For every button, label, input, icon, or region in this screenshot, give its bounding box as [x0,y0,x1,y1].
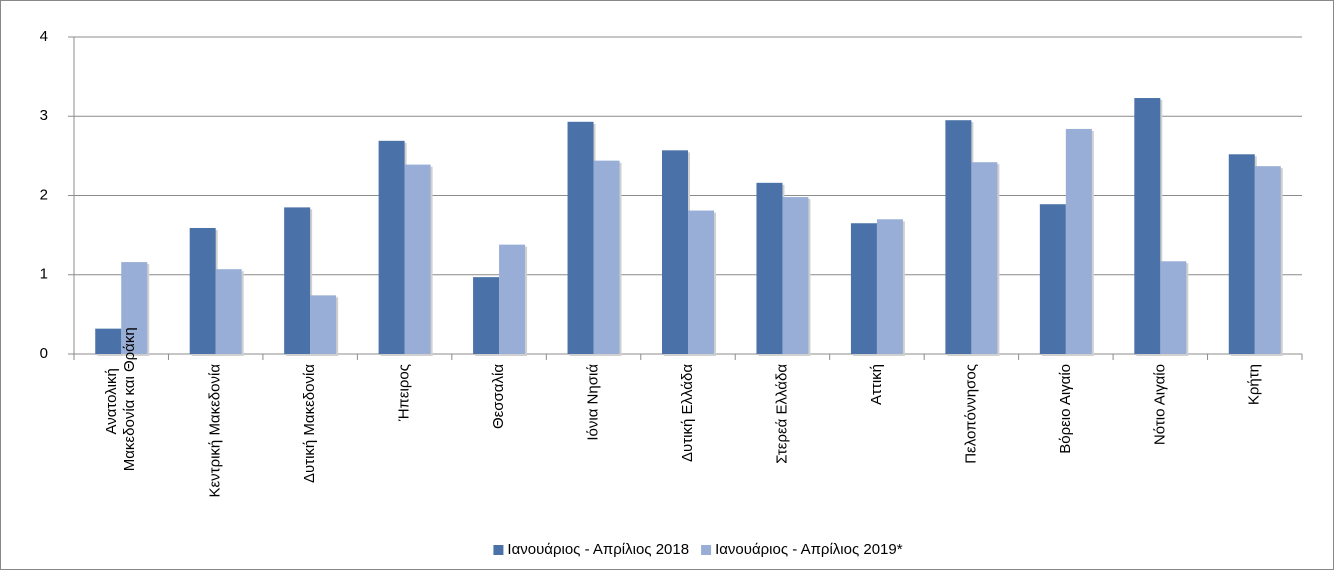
x-tick-label: Ήπειρος [396,364,413,422]
bar [1134,98,1161,355]
bar [95,328,122,354]
x-tick-label: Κεντρική Μακεδονία [207,364,224,498]
y-tick-label: 1 [40,266,48,283]
bar [688,210,714,354]
bar [662,150,688,354]
legend-item: Ιανουάριος - Απρίλιος 2018 [493,541,689,558]
bar [971,162,998,354]
legend-label: Ιανουάριος - Απρίλιος 2019* [715,541,903,558]
legend-swatch [701,545,712,555]
bar [567,121,594,354]
bar [189,227,216,354]
bar [945,120,972,355]
bar [1039,204,1066,354]
legend-label: Ιανουάριος - Απρίλιος 2018 [507,541,689,558]
y-tick-label: 2 [40,186,48,203]
bar [756,182,783,354]
x-tick-label: Πελοπόννησος [962,364,979,464]
bar [499,244,526,354]
x-tick-label: Ιόνια Νησιά [585,364,602,441]
y-tick-label: 3 [40,107,48,124]
bar [378,140,405,354]
x-tick-label: Ανατολική Μακεδονία και Θράκη [103,327,138,471]
bar [404,164,431,354]
x-tick-label: Νότιο Αιγαίο [1151,364,1168,445]
x-tick-label: Αττική [868,364,885,405]
bar [284,207,311,354]
x-tick-label: Βόρειο Αιγαίο [1057,364,1074,454]
x-tick-label: Κρήτη [1246,364,1263,405]
y-tick-label: 4 [40,28,48,45]
bar [215,269,242,354]
bar [1254,166,1281,354]
legend-item: Ιανουάριος - Απρίλιος 2019* [701,541,903,558]
bar [782,197,809,354]
bar [876,219,903,354]
x-tick-label: Θεσσαλία [490,364,507,429]
x-tick-label: Δυτική Μακεδονία [301,364,318,483]
y-tick-label: 0 [40,345,48,362]
bar [1228,154,1255,354]
bar [121,262,148,354]
x-tick-label: Δυτική Ελλάδα [679,364,696,462]
bar [850,223,877,354]
bar [310,295,337,354]
bar [593,160,620,354]
bar [1065,128,1092,354]
legend-swatch [493,545,504,555]
x-tick-label: Στερεά Ελλάδα [773,364,790,464]
bar [473,277,500,354]
bar [1160,261,1187,354]
